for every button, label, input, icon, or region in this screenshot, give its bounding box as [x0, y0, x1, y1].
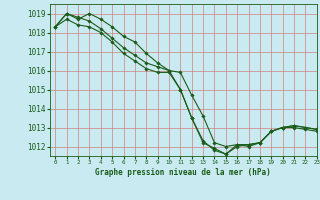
- X-axis label: Graphe pression niveau de la mer (hPa): Graphe pression niveau de la mer (hPa): [95, 168, 271, 177]
